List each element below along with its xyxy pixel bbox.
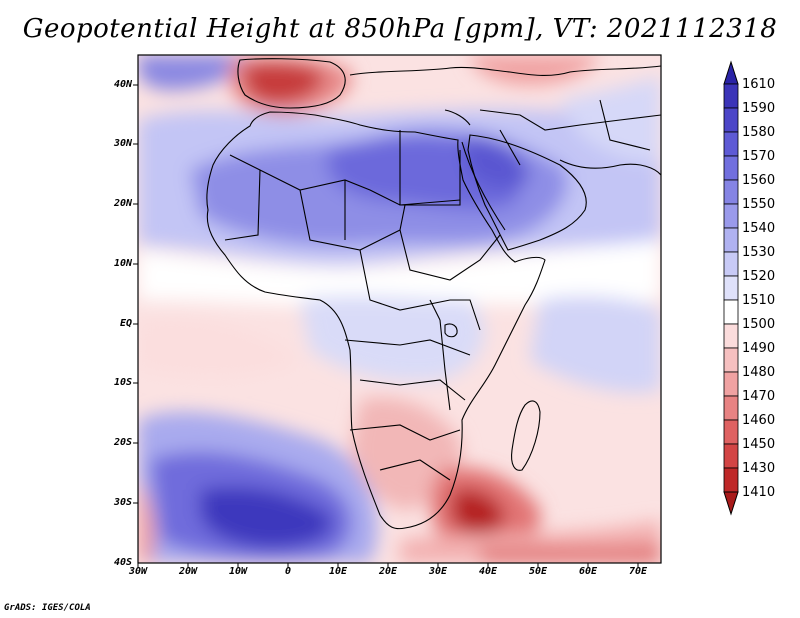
lat-label-30n: 30N (113, 138, 132, 149)
lon-label-40e: 40E (478, 566, 498, 577)
colorbar-swatch (723, 179, 739, 205)
colorbar-label: 1430 (742, 461, 776, 476)
colorbar-min-arrow (723, 491, 739, 516)
colorbar-label: 1590 (742, 101, 776, 116)
lon-label-30w: 30W (128, 566, 148, 577)
colorbar-swatch (723, 371, 739, 397)
colorbar-swatch (723, 203, 739, 229)
colorbar-swatch (723, 275, 739, 301)
colorbar-swatch (723, 227, 739, 253)
colorbar-label: 1610 (742, 77, 776, 92)
colorbar-swatch (723, 443, 739, 469)
colorbar-swatch (723, 155, 739, 181)
colorbar-swatch (723, 419, 739, 445)
colorbar-label: 1580 (742, 125, 776, 140)
colorbar-swatch (723, 299, 739, 325)
colorbar-label: 1480 (742, 365, 776, 380)
map-title: Geopotential Height at 850hPa [gpm], VT:… (22, 14, 778, 44)
map-frame (137, 54, 662, 564)
colorbar-label: 1410 (742, 485, 776, 500)
colorbar-swatch (723, 83, 739, 109)
colorbar-swatch (723, 323, 739, 349)
credit-text: GrADS: IGES/COLA (4, 603, 91, 613)
colorbar-label: 1560 (742, 173, 776, 188)
colorbar-swatch (723, 347, 739, 373)
colorbar-label: 1500 (742, 317, 776, 332)
colorbar (723, 60, 739, 516)
lon-label-70e: 70E (628, 566, 648, 577)
lat-label-40n: 40N (113, 79, 132, 90)
lat-label-10s: 10S (113, 377, 132, 388)
lat-label-10n: 10N (113, 258, 132, 269)
lon-label-0: 0 (284, 566, 292, 577)
colorbar-label: 1450 (742, 437, 776, 452)
lat-label-20s: 20S (113, 437, 132, 448)
lat-label-40s: 40S (113, 557, 132, 568)
height-field (138, 55, 661, 563)
colorbar-label: 1490 (742, 341, 776, 356)
lon-label-50e: 50E (528, 566, 548, 577)
lon-label-10w: 10W (228, 566, 248, 577)
colorbar-label: 1540 (742, 221, 776, 236)
colorbar-label: 1550 (742, 197, 776, 212)
colorbar-swatch (723, 395, 739, 421)
colorbar-label: 1530 (742, 245, 776, 260)
lat-label-eq: EQ (119, 318, 132, 329)
lat-label-30s: 30S (113, 497, 132, 508)
lat-label-20n: 20N (113, 198, 132, 209)
colorbar-swatch (723, 131, 739, 157)
colorbar-label: 1570 (742, 149, 776, 164)
colorbar-label: 1460 (742, 413, 776, 428)
colorbar-label: 1520 (742, 269, 776, 284)
axis-ticks (133, 84, 639, 568)
lon-label-30e: 30E (428, 566, 448, 577)
lon-label-20e: 20E (378, 566, 398, 577)
coastlines (206, 58, 661, 530)
lon-label-20w: 20W (178, 566, 198, 577)
colorbar-max-arrow (723, 60, 739, 85)
colorbar-swatch (723, 467, 739, 493)
colorbar-swatch (723, 251, 739, 277)
colorbar-label: 1510 (742, 293, 776, 308)
lon-label-10e: 10E (328, 566, 348, 577)
colorbar-label: 1470 (742, 389, 776, 404)
lon-label-60e: 60E (578, 566, 598, 577)
colorbar-swatch (723, 107, 739, 133)
